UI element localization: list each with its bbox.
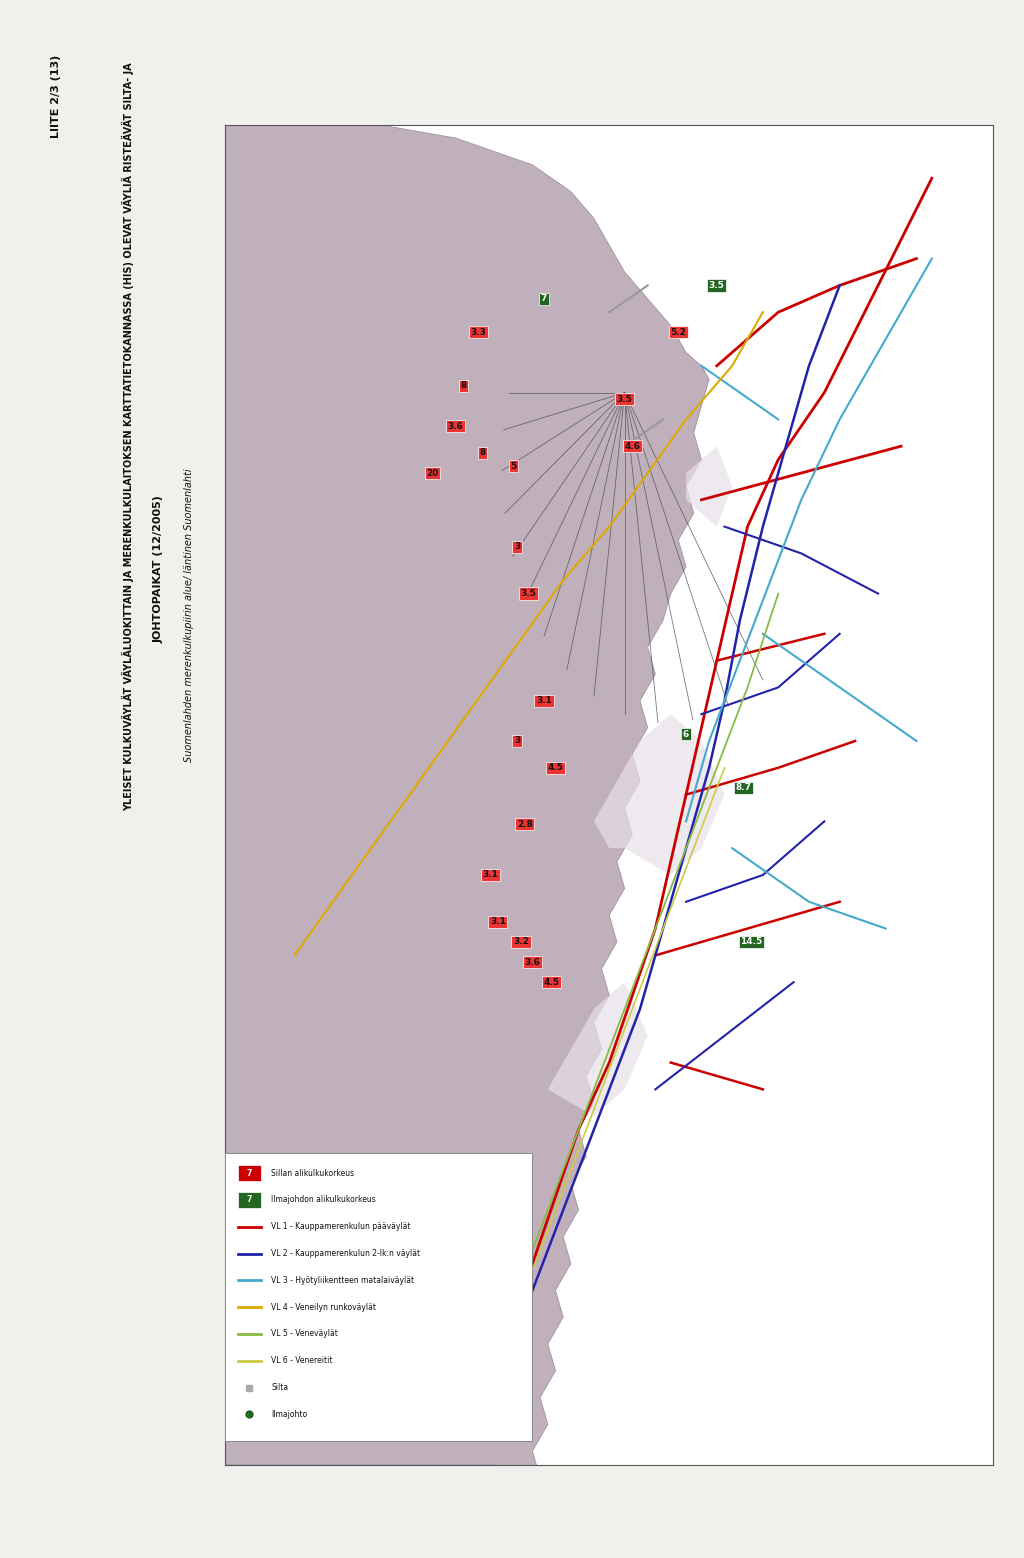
Text: 14.5: 14.5 [740, 938, 763, 946]
Text: Ilmajohto: Ilmajohto [271, 1410, 307, 1419]
Text: LIITE 2/3 (13): LIITE 2/3 (13) [51, 55, 61, 137]
Text: 2.8: 2.8 [517, 820, 532, 829]
Text: 4.5: 4.5 [548, 763, 563, 773]
Text: 3.5: 3.5 [520, 589, 537, 598]
Text: VL 1 - Kauppamerenkulun pääväylät: VL 1 - Kauppamerenkulun pääväylät [271, 1221, 411, 1231]
Text: VL 6 - Venereitit: VL 6 - Venereitit [271, 1355, 333, 1365]
Text: 7: 7 [246, 1168, 252, 1178]
Text: JOHTOPAIKAT (12/2005): JOHTOPAIKAT (12/2005) [154, 495, 164, 642]
Text: 3.6: 3.6 [524, 958, 541, 966]
Text: 3.1: 3.1 [536, 696, 552, 706]
Text: Silta: Silta [271, 1384, 289, 1391]
Polygon shape [225, 125, 709, 1558]
Text: 3.1: 3.1 [489, 918, 506, 927]
Text: 3.3: 3.3 [471, 327, 486, 337]
Text: 8: 8 [479, 449, 485, 458]
Text: VL 3 - Hyötyliikentteen matalaiväylät: VL 3 - Hyötyliikentteen matalaiväylät [271, 1276, 415, 1285]
Polygon shape [686, 446, 732, 527]
Polygon shape [548, 982, 648, 1116]
Text: 4.5: 4.5 [544, 978, 560, 986]
Text: Sillan alikulkukorkeus: Sillan alikulkukorkeus [271, 1168, 354, 1178]
Bar [238, 1165, 260, 1181]
Text: 20: 20 [426, 469, 439, 477]
Text: 3: 3 [514, 737, 520, 745]
Text: VL 2 - Kauppamerenkulun 2-lk:n väylät: VL 2 - Kauppamerenkulun 2-lk:n väylät [271, 1250, 421, 1257]
Text: 6: 6 [683, 729, 689, 738]
Polygon shape [594, 714, 725, 876]
Text: 8: 8 [460, 382, 467, 391]
Text: 4.6: 4.6 [625, 442, 640, 450]
Bar [238, 1192, 260, 1207]
Text: 8.7: 8.7 [735, 784, 752, 793]
Text: 3: 3 [514, 542, 520, 552]
Text: 3.1: 3.1 [482, 871, 499, 879]
Text: 7: 7 [541, 294, 547, 304]
Text: VL 4 - Veneilyn runkoväylät: VL 4 - Veneilyn runkoväylät [271, 1302, 377, 1312]
Text: Suomenlahden merenkulkupiirin alue/ läntinen Suomenlahti: Suomenlahden merenkulkupiirin alue/ länt… [184, 469, 195, 762]
Text: 3.2: 3.2 [513, 938, 529, 946]
Text: Ilmajohdon alikulkukorkeus: Ilmajohdon alikulkukorkeus [271, 1195, 376, 1204]
Text: VL 5 - Veneväylät: VL 5 - Veneväylät [271, 1329, 338, 1338]
Text: 7: 7 [246, 1195, 252, 1204]
Text: 3.5: 3.5 [616, 394, 633, 404]
Text: 5: 5 [510, 461, 516, 471]
Text: 5.2: 5.2 [671, 327, 686, 337]
Text: 3.5: 3.5 [709, 280, 725, 290]
Text: 3.6: 3.6 [447, 422, 464, 430]
Text: YLEISET KULKUVÄYLÄT VÄYLÄLUOKITTAIN JA MERENKULKULAITOKSEN KARTTATIETOKANNASSA (: YLEISET KULKUVÄYLÄT VÄYLÄLUOKITTAIN JA M… [122, 62, 134, 810]
